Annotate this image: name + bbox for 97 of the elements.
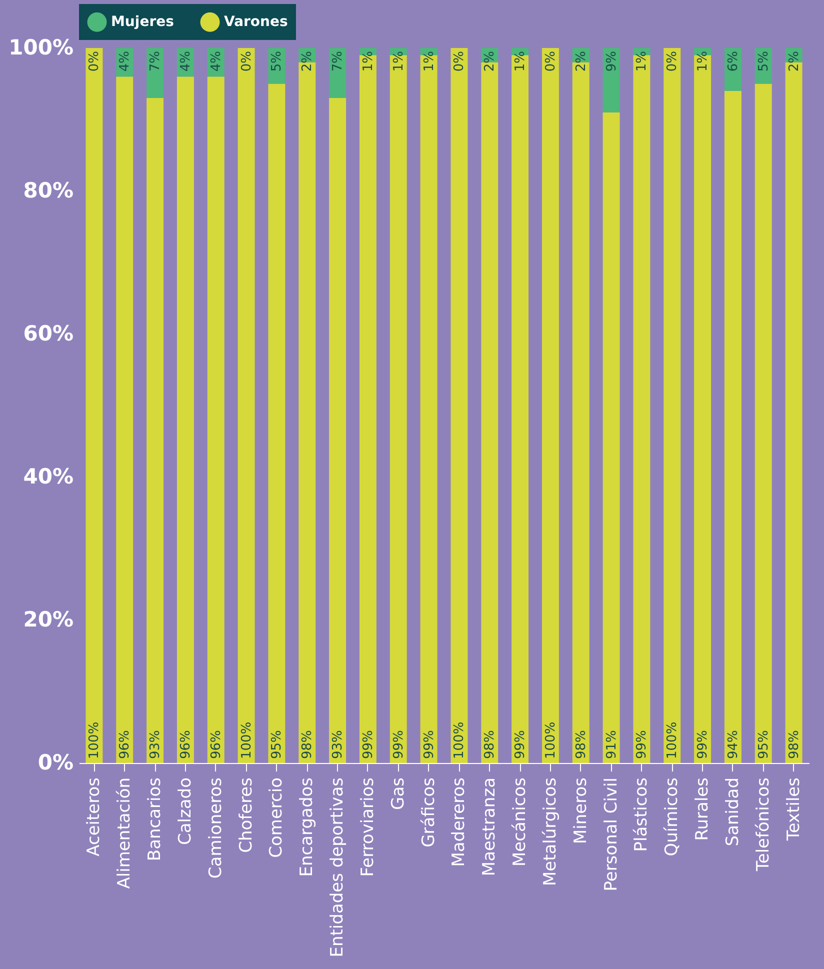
y-tick-label: 100% [8, 36, 74, 60]
data-label: 99% [391, 730, 406, 759]
data-label: 4% [208, 51, 224, 72]
y-tick-label: 80% [23, 178, 74, 202]
data-label: 2% [482, 51, 498, 72]
data-label: 0% [239, 51, 254, 72]
y-tick-label: 20% [23, 608, 74, 632]
data-label: 100% [665, 722, 680, 759]
data-label: 99% [422, 730, 437, 759]
bar [602, 112, 620, 763]
bar [116, 76, 134, 763]
x-tick-label: Bancarios [145, 777, 166, 862]
data-label: 99% [360, 730, 376, 759]
data-label: 93% [330, 730, 346, 759]
data-label: 1% [422, 51, 437, 72]
data-label: 0% [452, 51, 468, 72]
bar [602, 48, 620, 112]
bar [207, 76, 224, 763]
x-tick-label: Plásticos [632, 777, 652, 852]
data-label: 95% [270, 730, 285, 759]
x-tick-label: Mineros [570, 777, 591, 844]
x-tick-label: Personal Civil [601, 778, 622, 892]
data-label: 93% [148, 730, 164, 759]
bar [724, 90, 742, 763]
data-label: 0% [543, 51, 558, 72]
y-tick-label: 0% [38, 750, 74, 774]
data-label: 95% [756, 730, 772, 759]
data-label: 99% [634, 730, 650, 759]
data-label: 1% [360, 51, 376, 72]
data-label: 2% [574, 51, 589, 72]
legend-label: Mujeres [111, 14, 174, 30]
x-tick-label: Calzado [175, 778, 196, 846]
x-tick-label: Sanidad [722, 778, 743, 846]
data-label: 4% [178, 51, 194, 72]
x-tick-label: Maestranza [480, 778, 500, 876]
x-tick-label: Alimentación [114, 778, 135, 889]
data-label: 100% [543, 722, 558, 759]
data-label: 98% [300, 730, 316, 759]
data-label: 5% [756, 51, 772, 72]
data-label: 98% [786, 730, 802, 759]
data-label: 99% [696, 730, 711, 759]
y-tick-label: 60% [23, 322, 74, 346]
data-label: 0% [665, 51, 680, 72]
bar [329, 98, 346, 763]
data-label: 2% [300, 51, 316, 72]
data-label: 96% [178, 730, 194, 759]
data-label: 5% [270, 51, 285, 72]
x-tick-label: Aceiteros [84, 777, 104, 856]
data-label: 1% [513, 51, 528, 72]
data-label: 96% [208, 730, 224, 759]
bar [542, 48, 559, 763]
x-tick-label: Entidades deportivas [328, 777, 348, 958]
data-label: 100% [239, 722, 254, 759]
legend-label: Varones [224, 14, 288, 30]
x-tick-label: Mecánicos [510, 777, 530, 866]
bar [146, 98, 164, 763]
data-label: 7% [148, 51, 164, 72]
data-label: 6% [726, 51, 741, 72]
x-tick-label: Gráficos [418, 777, 439, 848]
data-label: 1% [634, 51, 650, 72]
x-tick-label: Gas [388, 777, 408, 810]
data-label: 4% [118, 51, 133, 72]
data-label: 100% [87, 722, 102, 759]
x-tick-label: Metalúrgicos [540, 777, 560, 886]
x-tick-label: Textiles [784, 777, 804, 842]
bar [268, 84, 286, 763]
data-label: 99% [513, 730, 528, 759]
bar [329, 48, 346, 98]
data-label: 7% [330, 51, 346, 72]
x-tick-label: Químicos [662, 777, 682, 856]
bar [146, 48, 164, 98]
bar [176, 76, 194, 763]
x-tick-label: Rurales [692, 777, 713, 841]
x-tick-label: Choferes [236, 777, 256, 853]
x-tick-label: Telefónicos [753, 777, 774, 872]
bar [450, 48, 468, 763]
bar [664, 48, 681, 763]
data-label: 9% [604, 51, 620, 72]
data-label: 91% [604, 730, 620, 759]
data-label: 0% [87, 51, 102, 72]
data-label: 1% [391, 51, 406, 72]
bar [86, 48, 103, 763]
bar [238, 48, 255, 763]
x-tick-label: Comercio [266, 778, 287, 858]
data-label: 1% [696, 51, 711, 72]
data-label: 94% [726, 730, 741, 759]
bar [754, 84, 772, 763]
data-label: 100% [452, 722, 468, 759]
data-label: 96% [118, 730, 133, 759]
x-tick-label: Madereros [449, 777, 470, 867]
data-label: 98% [482, 730, 498, 759]
data-label: 2% [786, 51, 802, 72]
x-tick-label: Encargados [297, 777, 318, 877]
data-label: 98% [574, 730, 589, 759]
x-tick-label: Ferroviarios [358, 777, 378, 877]
y-tick-label: 40% [23, 464, 74, 488]
x-tick-label: Camioneros [206, 777, 226, 879]
